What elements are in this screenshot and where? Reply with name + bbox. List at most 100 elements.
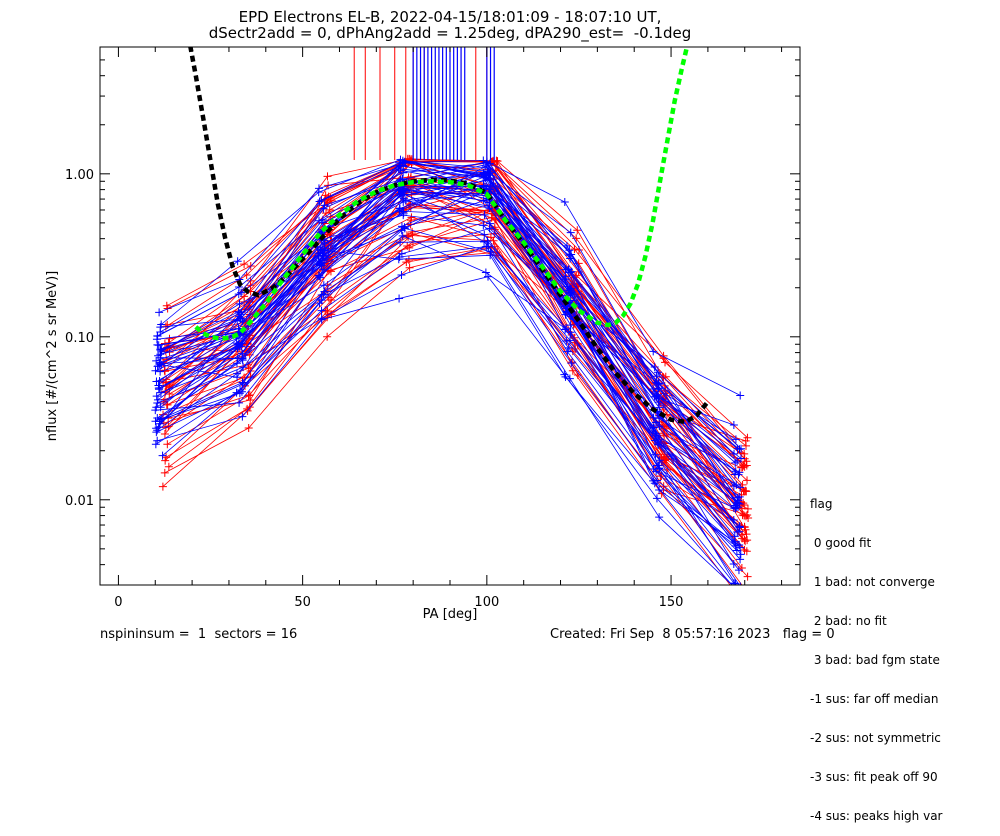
blue-point: [653, 476, 662, 485]
blue-line: [161, 210, 736, 509]
blue-point: [232, 339, 241, 348]
red-line: [169, 182, 743, 539]
y-tick-label: 0.01: [65, 494, 94, 509]
blue-point: [736, 550, 745, 559]
blue-point: [652, 372, 661, 381]
blue-point: [484, 242, 493, 251]
red-point: [327, 296, 336, 305]
fit-black-curve: [188, 47, 710, 425]
flag-legend: flag 0 good fit 1 bad: not converge 2 ba…: [810, 472, 942, 836]
blue-point: [317, 261, 326, 270]
red-point: [741, 512, 750, 521]
blue-point: [655, 403, 664, 412]
blue-point: [157, 320, 166, 329]
blue-point: [562, 241, 571, 250]
legend-title: flag: [810, 497, 833, 511]
legend-item: -2 sus: not symmetric: [810, 731, 941, 745]
blue-point: [153, 436, 162, 445]
blue-point: [736, 555, 745, 564]
red-point: [744, 589, 752, 597]
red-point: [737, 463, 746, 472]
chart-title-line2: dSectr2add = 0, dPhAng2add = 1.25deg, dP…: [208, 24, 692, 42]
fit-green-curve: [194, 47, 690, 341]
blue-line: [157, 165, 735, 521]
red-point: [741, 525, 750, 534]
blue-point: [561, 310, 570, 319]
blue-point: [317, 196, 326, 205]
red-point: [240, 260, 249, 269]
blue-point: [484, 185, 493, 194]
blue-point: [562, 337, 571, 346]
blue-point: [483, 237, 492, 246]
blue-point: [736, 391, 745, 400]
red-point: [325, 205, 334, 214]
footer-created: Created: Fri Sep 8 05:57:16 2023 flag = …: [550, 627, 835, 642]
legend-item: -1 sus: far off median: [810, 692, 939, 706]
red-point: [493, 248, 502, 257]
blue-line: [157, 246, 733, 585]
blue-point: [153, 426, 162, 435]
blue-point: [480, 237, 489, 246]
blue-line: [157, 188, 738, 551]
blue-point: [396, 238, 405, 247]
red-point: [323, 172, 332, 181]
blue-point: [561, 325, 570, 334]
blue-point: [480, 171, 489, 180]
legend-item: 0 good fit: [810, 536, 872, 550]
blue-point: [319, 281, 328, 290]
blue-line: [159, 185, 736, 464]
blue-point: [399, 161, 408, 170]
blue-point: [486, 251, 495, 260]
blue-point: [479, 168, 488, 177]
blue-point: [733, 498, 742, 507]
blue-line: [160, 214, 740, 546]
blue-point: [652, 391, 661, 400]
blue-point: [735, 522, 744, 531]
red-point: [660, 424, 669, 433]
blue-point: [484, 272, 493, 281]
blue-point: [152, 424, 161, 433]
x-axis-label: PA [deg]: [423, 607, 478, 622]
blue-point: [395, 158, 404, 167]
blue-point: [233, 257, 242, 266]
blue-point: [152, 392, 161, 401]
red-point: [742, 530, 751, 539]
blue-point: [649, 465, 658, 474]
x-tick-label: 100: [474, 595, 499, 610]
blue-line: [156, 185, 736, 472]
blue-point: [654, 379, 663, 388]
blue-point: [651, 450, 660, 459]
blue-series: [156, 181, 740, 467]
red-point: [163, 440, 172, 449]
blue-point: [234, 334, 243, 343]
chart-title-line1: EPD Electrons EL-B, 2022-04-15/18:01:09 …: [238, 8, 662, 26]
blue-point: [651, 418, 660, 427]
blue-point: [317, 306, 326, 315]
blue-point: [650, 363, 659, 372]
blue-point: [153, 362, 162, 371]
red-point: [162, 453, 171, 462]
legend-item: 1 bad: not converge: [810, 575, 935, 589]
blue-point: [319, 246, 328, 255]
blue-line: [156, 170, 739, 498]
blue-point: [232, 369, 241, 378]
red-point: [492, 156, 501, 165]
red-point: [741, 436, 750, 445]
blue-point: [485, 204, 494, 213]
red-line: [168, 210, 745, 528]
blue-point: [153, 332, 162, 341]
red-point: [404, 255, 413, 264]
blue-point: [730, 449, 739, 458]
blue-point: [566, 336, 575, 345]
blue-point: [566, 321, 575, 330]
red-point: [246, 395, 255, 404]
red-point: [323, 332, 332, 341]
y-tick-label: 1.00: [65, 168, 94, 183]
blue-line: [156, 245, 736, 544]
red-point: [742, 461, 751, 470]
plot-area: [151, 47, 753, 597]
y-axis-label: nflux [#/(cm^2 s sr MeV)]: [45, 271, 60, 441]
blue-point: [152, 335, 161, 344]
red-point: [493, 157, 502, 166]
blue-point: [652, 494, 661, 503]
